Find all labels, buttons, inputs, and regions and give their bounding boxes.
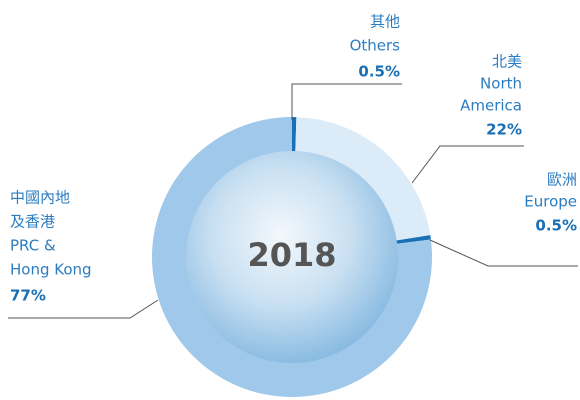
leader-line	[411, 145, 524, 184]
segment-label: Europe	[524, 193, 577, 211]
leader-line	[429, 239, 578, 267]
leader-line	[8, 299, 159, 319]
segment-label: 其他	[370, 13, 400, 31]
donut-segment	[394, 235, 431, 244]
leader-line	[291, 83, 402, 120]
donut-segment	[292, 117, 297, 154]
segment-label: Hong Kong	[10, 261, 92, 279]
chart-title: 2018	[247, 236, 336, 274]
segment-label: 及香港	[10, 213, 55, 231]
segment-label: 歐洲	[547, 171, 577, 189]
segment-label: 北美	[492, 53, 522, 71]
segment-label: North	[480, 75, 522, 93]
segment-label: 中國內地	[10, 189, 70, 207]
segment-label: PRC &	[10, 237, 56, 255]
value-label: 0.5%	[535, 217, 577, 235]
value-label: 22%	[486, 121, 522, 139]
segment-label: Others	[350, 37, 401, 55]
value-label: 77%	[10, 287, 46, 305]
segment-label: America	[460, 97, 522, 115]
value-label: 0.5%	[358, 63, 400, 81]
center-image	[186, 151, 398, 363]
